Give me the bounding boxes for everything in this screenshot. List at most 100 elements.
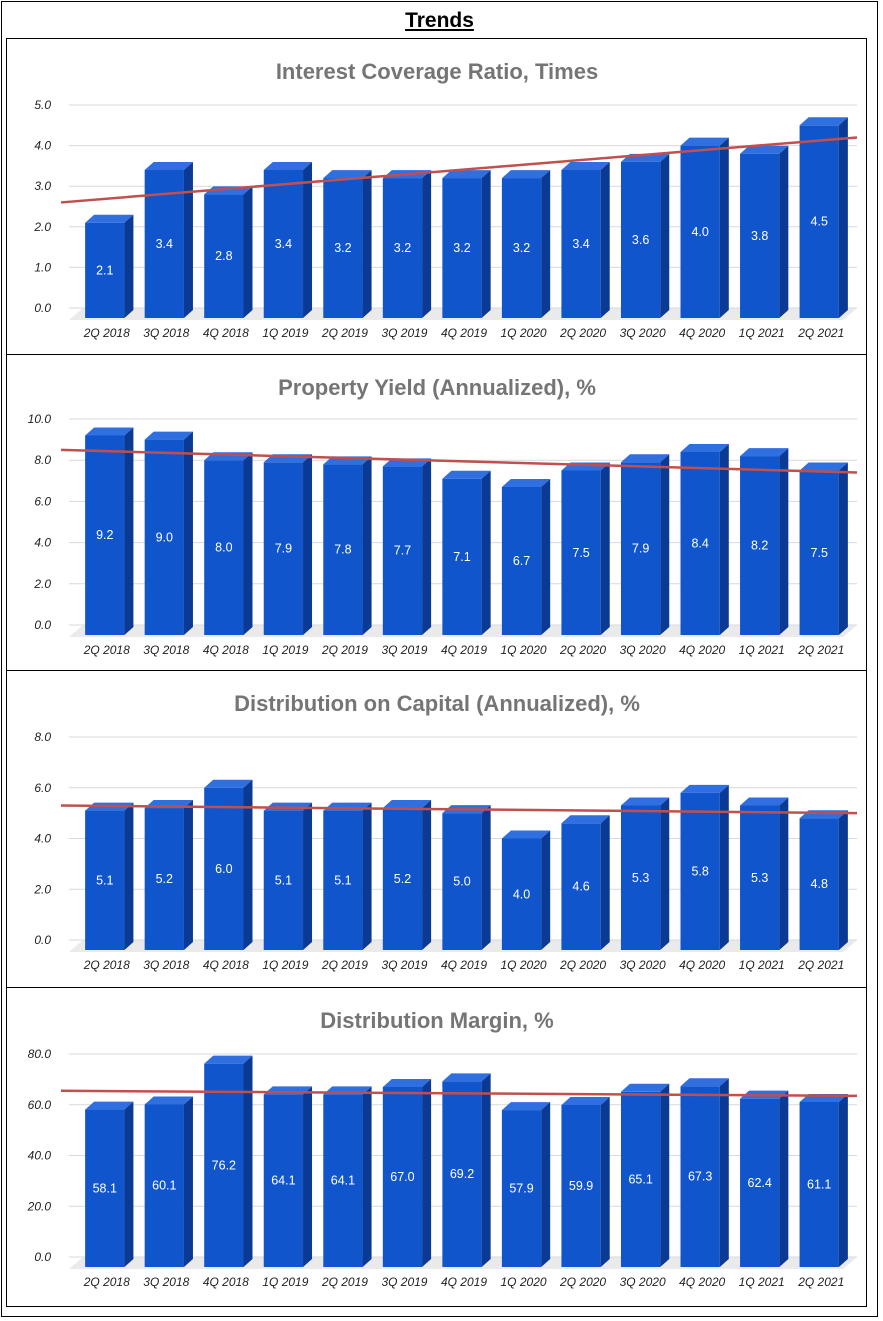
page-title: Trends xyxy=(405,9,474,32)
chart-distribution-margin: Distribution Margin, % 0.0 20.0 40.0 60.0 80… xyxy=(27,1008,858,1289)
bar-side-face xyxy=(303,161,313,318)
bar-side-face xyxy=(541,1102,551,1267)
data-label: 5.1 xyxy=(334,873,351,887)
bar xyxy=(501,178,542,318)
x-tick-label: 3Q 2019 xyxy=(381,326,427,340)
data-label: 2.1 xyxy=(96,263,113,277)
bar-side-face xyxy=(124,802,134,950)
data-label: 65.1 xyxy=(628,1172,652,1186)
data-label: 8.2 xyxy=(751,539,768,553)
x-tick-label: 1Q 2020 xyxy=(501,326,547,340)
bar xyxy=(204,1063,244,1267)
bar xyxy=(323,178,363,318)
x-tick-label: 3Q 2018 xyxy=(143,326,189,340)
x-tick-label: 4Q 2020 xyxy=(679,1275,725,1289)
y-tick-label: 6.0 xyxy=(34,494,51,508)
x-tick-label: 1Q 2021 xyxy=(739,326,785,340)
data-label: 4.0 xyxy=(691,225,708,239)
data-label: 7.9 xyxy=(632,542,649,556)
data-label: 3.8 xyxy=(751,229,768,243)
data-label: 64.1 xyxy=(271,1174,295,1188)
x-tick-label: 1Q 2019 xyxy=(262,1275,308,1289)
bar xyxy=(680,1086,720,1267)
bar-top-face xyxy=(501,478,551,487)
bar-side-face xyxy=(481,805,491,950)
x-tick-label: 4Q 2019 xyxy=(441,643,487,657)
bar xyxy=(799,1101,839,1267)
data-label: 3.6 xyxy=(632,233,649,247)
bar-top-face xyxy=(799,117,848,126)
bar-top-face xyxy=(144,161,193,170)
bar xyxy=(799,470,839,635)
bar-top-face xyxy=(561,161,610,170)
x-tick-label: 3Q 2020 xyxy=(620,958,666,972)
data-label: 8.0 xyxy=(215,541,232,555)
data-label: 62.4 xyxy=(748,1176,772,1190)
bar xyxy=(442,178,482,318)
x-tick-label: 1Q 2020 xyxy=(501,958,547,972)
bar xyxy=(680,792,720,950)
bar-side-face xyxy=(838,1093,848,1267)
y-tick-label: 80.0 xyxy=(28,1047,52,1061)
bar xyxy=(620,1091,661,1267)
bar xyxy=(501,1110,542,1267)
data-label: 5.0 xyxy=(453,875,470,889)
bar-side-face xyxy=(541,170,551,318)
chart-panel-distribution-on-capital: Distribution on Capital (Annualized), % … xyxy=(6,670,867,988)
x-tick-label: 4Q 2019 xyxy=(441,326,487,340)
bar-side-face xyxy=(124,214,134,318)
data-label: 7.1 xyxy=(453,550,470,564)
x-tick-label: 4Q 2019 xyxy=(441,1275,487,1289)
bar xyxy=(620,805,661,950)
bar-side-face xyxy=(124,427,134,635)
bar-side-face xyxy=(541,478,551,635)
y-tick-label: 0.0 xyxy=(34,1250,51,1264)
bar-side-face xyxy=(422,170,432,318)
y-tick-label: 6.0 xyxy=(34,781,51,795)
bar-top-face xyxy=(144,1096,193,1105)
y-tick-label: 8.0 xyxy=(34,453,51,467)
bar-side-face xyxy=(362,456,372,635)
bar-side-face xyxy=(838,810,848,950)
x-tick-label: 1Q 2020 xyxy=(501,1275,547,1289)
data-label: 2.8 xyxy=(215,249,232,263)
x-tick-label: 1Q 2021 xyxy=(739,958,785,972)
chart-title: Interest Coverage Ratio, Times xyxy=(276,59,598,84)
y-tick-label: 0.0 xyxy=(34,933,51,947)
chart-title: Distribution on Capital (Annualized), % xyxy=(234,691,640,716)
bar-side-face xyxy=(362,802,372,950)
data-label: 58.1 xyxy=(93,1181,117,1195)
x-tick-label: 2Q 2021 xyxy=(797,1275,844,1289)
bar-top-face xyxy=(680,137,729,146)
bar-side-face xyxy=(660,454,670,635)
bar xyxy=(382,808,423,950)
data-label: 5.1 xyxy=(275,873,292,887)
y-tick-label: 1.0 xyxy=(34,260,51,274)
bar-side-face xyxy=(481,1073,491,1267)
bar-top-face xyxy=(382,800,432,809)
bar-side-face xyxy=(183,800,193,950)
data-label: 67.0 xyxy=(390,1170,414,1184)
bar xyxy=(85,222,125,318)
bar-side-face xyxy=(183,1096,193,1267)
chart-distribution-on-capital: Distribution on Capital (Annualized), % … xyxy=(33,691,858,972)
bar-top-face xyxy=(561,815,610,824)
x-tick-label: 2Q 2018 xyxy=(83,1275,130,1289)
bar xyxy=(561,169,601,318)
bar-side-face xyxy=(719,784,729,950)
trendline xyxy=(60,1089,858,1098)
x-tick-label: 3Q 2020 xyxy=(620,1275,666,1289)
bar-side-face xyxy=(481,170,491,318)
y-tick-label: 60.0 xyxy=(28,1098,52,1112)
data-label: 76.2 xyxy=(212,1158,236,1172)
x-tick-label: 3Q 2020 xyxy=(620,326,666,340)
bar xyxy=(263,1094,304,1267)
x-tick-label: 4Q 2018 xyxy=(203,1275,249,1289)
data-label: 9.2 xyxy=(96,528,113,542)
y-tick-label: 10.0 xyxy=(28,412,52,426)
bar-side-face xyxy=(838,117,848,318)
bar-side-face xyxy=(779,797,789,950)
chart-title: Distribution Margin, % xyxy=(320,1008,553,1033)
bar-side-face xyxy=(243,779,253,950)
bar xyxy=(620,161,661,318)
